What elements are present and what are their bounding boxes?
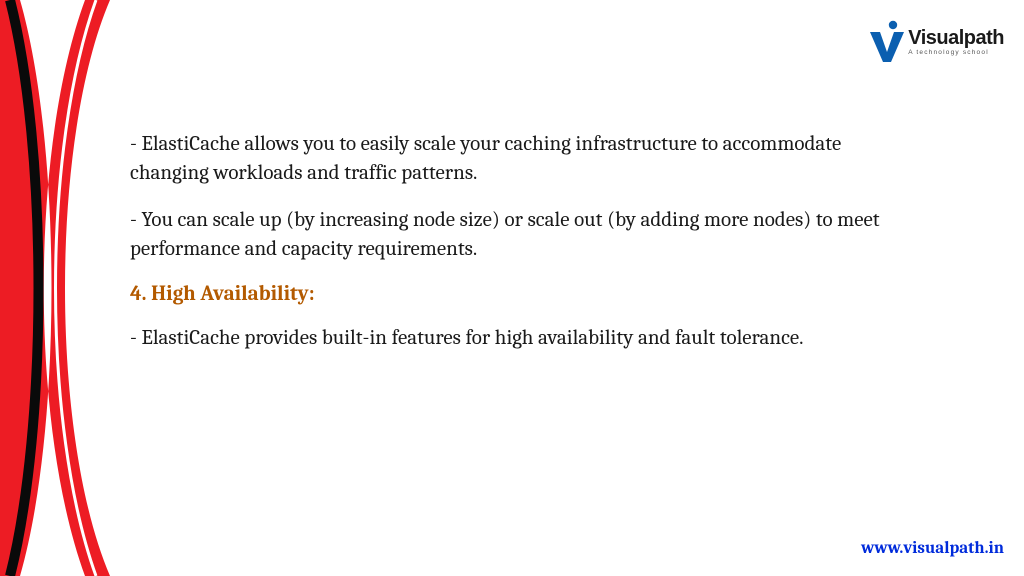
brand-logo: Visualpath A technology school xyxy=(868,20,1004,62)
slide: Visualpath A technology school - ElastiC… xyxy=(0,0,1024,576)
logo-brand-name: Visualpath xyxy=(908,28,1004,48)
logo-tagline: A technology school xyxy=(908,50,1004,57)
logo-mark xyxy=(868,20,904,62)
logo-text: Visualpath A technology school xyxy=(908,20,1004,57)
slide-content: - ElastiCache allows you to easily scale… xyxy=(130,130,900,371)
body-paragraph-1: - ElastiCache allows you to easily scale… xyxy=(130,130,900,188)
section-heading: 4. High Availability: xyxy=(130,282,900,306)
body-paragraph-3: - ElastiCache provides built-in features… xyxy=(130,324,900,353)
footer-url: www.visualpath.in xyxy=(861,539,1004,558)
body-paragraph-2: - You can scale up (by increasing node s… xyxy=(130,206,900,264)
